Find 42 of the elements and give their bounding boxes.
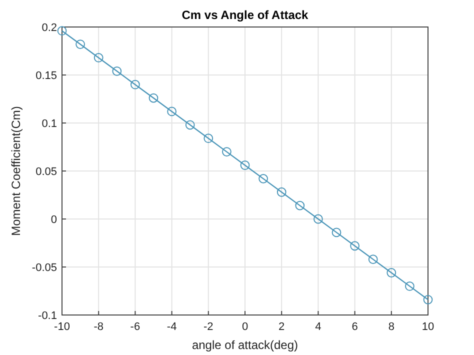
x-tick-label: -6: [130, 321, 140, 333]
point: [258, 174, 268, 184]
x-tick-label: -10: [54, 321, 70, 333]
x-tick-label: -2: [204, 321, 214, 333]
point: [76, 40, 85, 49]
point: [240, 160, 250, 170]
y-axis-title: Moment Coefficient(Cm): [9, 106, 23, 236]
x-axis-title: angle of attack(deg): [192, 338, 298, 352]
point: [314, 214, 323, 224]
point: [57, 26, 67, 36]
x-tick-label: -4: [166, 321, 177, 333]
point: [148, 93, 158, 103]
point: [130, 80, 140, 90]
point: [386, 268, 396, 278]
y-tick-label: 0.15: [36, 70, 57, 82]
x-tick-label: 10: [422, 321, 434, 333]
point: [295, 200, 305, 210]
x-tick-label: 6: [352, 321, 358, 333]
point: [350, 241, 360, 251]
point: [222, 147, 232, 156]
point: [332, 228, 342, 238]
point: [423, 294, 433, 304]
x-tick-label: 8: [388, 321, 394, 333]
x-tick-label: 2: [278, 321, 285, 333]
point: [185, 120, 195, 130]
y-tick-label: 0: [50, 214, 57, 226]
y-tick-label: 0.2: [42, 22, 57, 34]
point: [368, 254, 378, 264]
point: [112, 66, 122, 76]
x-tick-label: 0: [242, 321, 248, 333]
point: [204, 134, 214, 144]
y-tick-label: -0.05: [32, 262, 57, 274]
x-tick-label: 4: [315, 321, 322, 333]
point: [276, 187, 286, 197]
y-tick-label: -0.1: [38, 310, 57, 322]
point: [405, 282, 414, 291]
chart-title: Cm vs Angle of Attack: [182, 8, 309, 22]
point: [167, 106, 176, 116]
point: [94, 53, 104, 62]
x-tick-label: -8: [94, 321, 104, 333]
y-tick-label: 0.05: [36, 166, 57, 178]
y-tick-label: 0.1: [42, 118, 57, 130]
